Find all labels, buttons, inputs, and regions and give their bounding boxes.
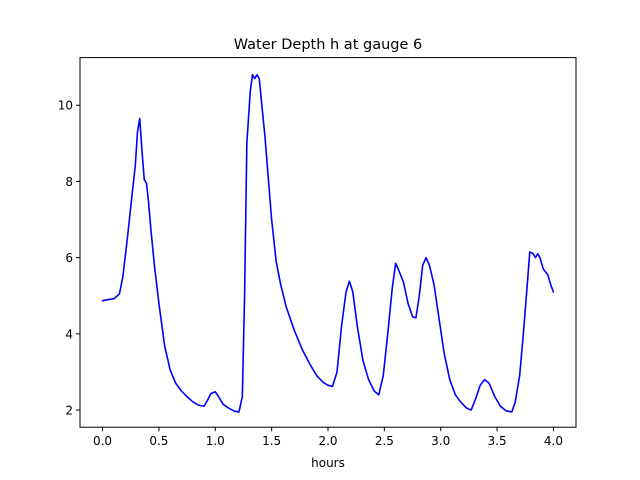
y-tick-label: 8 <box>65 175 73 189</box>
x-axis-label: hours <box>311 456 345 470</box>
plot-area <box>101 73 555 413</box>
x-tick-label: 0.0 <box>93 434 112 448</box>
y-tick-label: 6 <box>65 251 73 265</box>
y-axis: 2 4 6 8 10 <box>58 99 80 418</box>
x-tick-label: 4.0 <box>544 434 563 448</box>
axes-frame <box>79 57 577 428</box>
x-axis: 0.0 0.5 1.0 1.5 2.0 2.5 3.0 3.5 4.0 <box>93 427 563 448</box>
y-tick-label: 2 <box>65 404 73 418</box>
x-tick-label: 3.5 <box>488 434 507 448</box>
y-tick-label: 10 <box>58 99 73 113</box>
x-tick-label: 1.0 <box>206 434 225 448</box>
x-tick-label: 2.0 <box>318 434 337 448</box>
chart-title: Water Depth h at gauge 6 <box>234 37 422 53</box>
series-line-0 <box>101 73 555 413</box>
x-tick-label: 3.0 <box>431 434 450 448</box>
x-tick-label: 2.5 <box>375 434 394 448</box>
x-tick-label: 1.5 <box>262 434 281 448</box>
y-tick-label: 4 <box>65 327 73 341</box>
x-tick-label: 0.5 <box>149 434 168 448</box>
